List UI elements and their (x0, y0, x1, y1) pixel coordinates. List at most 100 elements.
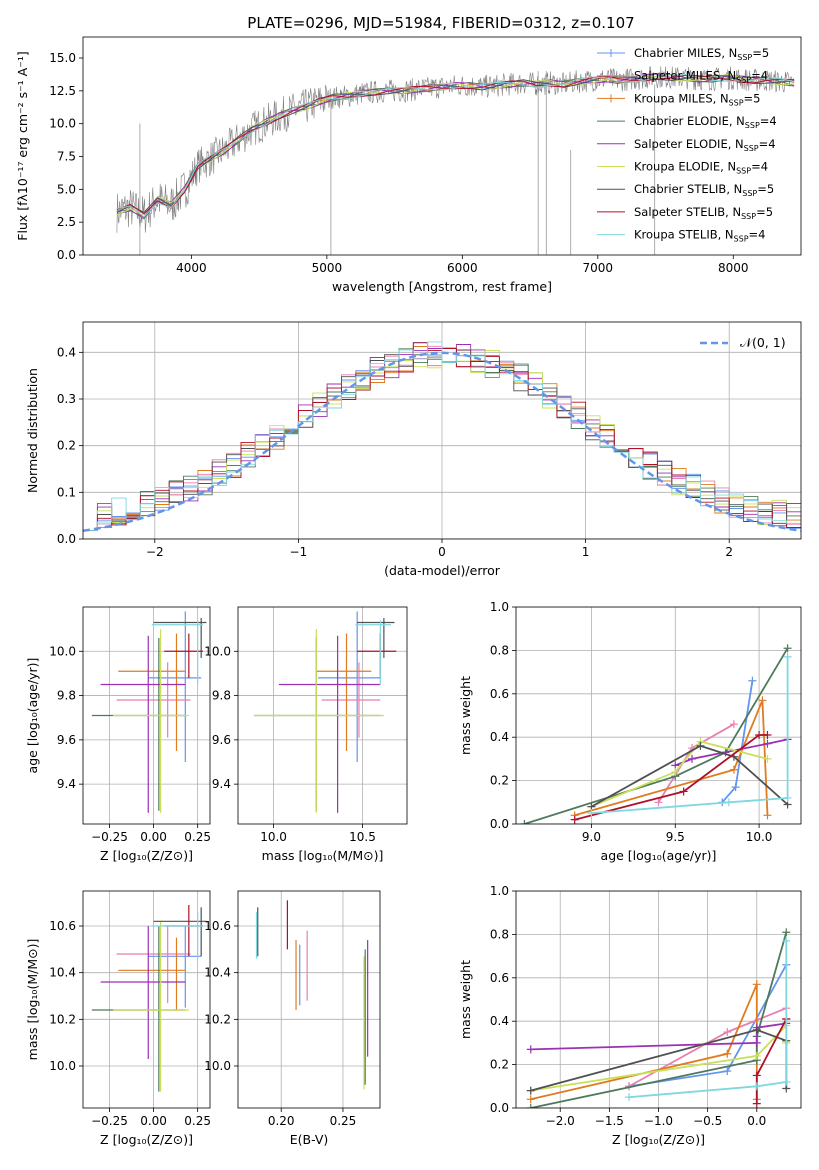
mass-weight-marker (587, 809, 596, 818)
y-tick-label: 10.2 (49, 1012, 76, 1026)
plot-area (83, 607, 210, 824)
model-spectrum-line (116, 74, 795, 218)
mass-weight-vs-age-panel: 9.0 9.5 10.0 0.0 0.2 0.4 0.6 0.8 1.0 age [log₁₀(a… (458, 600, 802, 863)
mass-weight-marker (752, 1099, 761, 1108)
y-tick-label: 2.5 (57, 215, 76, 229)
x-tick-label: 0.00 (140, 830, 167, 844)
x-tick-label: 0.25 (184, 1114, 211, 1128)
y-tick-label: 9.6 (212, 733, 231, 747)
y-tick-label: 0.2 (57, 439, 76, 453)
y-tick-label: 9.8 (57, 689, 76, 703)
mass-weight-marker (729, 765, 738, 774)
x-tick-label: −0.5 (693, 1114, 722, 1128)
y-tick-label: 10.0 (49, 117, 76, 131)
y-tick-label: 10.4 (204, 966, 231, 980)
y-axis-label: mass weight (458, 676, 473, 755)
y-tick-label: 15.0 (49, 51, 76, 65)
y-tick-label: 10.4 (49, 966, 76, 980)
mass-weight-marker (679, 787, 688, 796)
y-tick-label: 0.6 (490, 971, 509, 985)
age-vs-mass-panel: 10.0 10.5 9.4 9.6 9.8 10.0 mass [log₁₀(M/M⊙)] (204, 606, 408, 863)
y-tick-label: 7.5 (57, 150, 76, 164)
mass-weight-marker (688, 754, 697, 763)
y-axis-label: Flux [fλ10⁻¹⁷ erg cm⁻² s⁻¹ A⁻¹] (15, 51, 30, 240)
mass-weight-marker (782, 936, 791, 945)
mass-weight-marker (671, 767, 680, 776)
x-tick-label: 8000 (718, 261, 749, 275)
x-tick-label: −0.25 (91, 1114, 128, 1128)
residual-histogram-panel: −2 −1 0 1 2 0.0 0.1 0.2 0.3 0.4 (data-model)/error… (25, 321, 802, 578)
mass-weight-marker (752, 1025, 761, 1034)
y-tick-label: 0.6 (490, 687, 509, 701)
legend-entry: Salpeter ELODIE, NSSP=4 (634, 137, 776, 153)
x-axis-label: Z [log₁₀(Z/Z⊙)] (100, 1132, 193, 1147)
axes-frame (82, 36, 802, 256)
x-tick-label: 9.5 (666, 830, 685, 844)
mass-weight-line (524, 647, 789, 824)
y-tick-label: 10.2 (204, 1012, 231, 1026)
x-tick-label: 10.0 (260, 830, 287, 844)
legend-entry: Chabrier ELODIE, NSSP=4 (634, 114, 777, 130)
y-tick-label: 0.4 (490, 730, 509, 744)
legend-entry: 𝒩(0, 1) (740, 335, 786, 350)
model-spectrum-line (116, 73, 795, 218)
mass-weight-vs-metallicity-panel: −2.0 −1.5 −1.0 −0.5 0.0 0.0 0.2 0.4 0.6 0.8 1.0 Z [… (458, 884, 802, 1147)
plot-area (516, 891, 801, 1108)
y-axis-label: age [log₁₀(age/yr)] (25, 658, 40, 774)
mass-vs-ebv-panel: 0.20 0.25 10.0 10.2 10.4 10.6 E(B-V) (204, 890, 381, 1147)
y-tick-label: 0.4 (490, 1014, 509, 1028)
y-tick-label: 9.4 (212, 777, 231, 791)
mass-weight-marker (520, 820, 529, 824)
axes-frame (82, 890, 211, 1109)
mass-weight-marker (654, 798, 663, 807)
mass-weight-marker (748, 676, 757, 685)
mass-weight-marker (783, 644, 792, 653)
mass-weight-marker (763, 739, 772, 748)
plot-area (516, 607, 801, 824)
x-tick-label: −2.0 (546, 1114, 575, 1128)
model-spectrum-line (116, 74, 795, 215)
mass-weight-marker (526, 1045, 535, 1054)
y-tick-label: 0.1 (57, 485, 76, 499)
mass-weight-marker (570, 815, 579, 824)
x-axis-label: age [log₁₀(age/yr)] (601, 848, 717, 863)
axes-frame (515, 606, 802, 825)
legend-entry: Chabrier MILES, NSSP=5 (634, 46, 769, 62)
spectrum-title: PLATE=0296, MJD=51984, FIBERID=0312, z=0… (247, 14, 634, 32)
y-tick-label: 5.0 (57, 182, 76, 196)
y-tick-label: 0.8 (490, 643, 509, 657)
y-tick-label: 0.3 (57, 392, 76, 406)
x-tick-label: 0.00 (140, 1114, 167, 1128)
mass-weight-line (721, 680, 754, 803)
x-tick-label: −1.5 (595, 1114, 624, 1128)
x-tick-label: 0.25 (184, 830, 211, 844)
mass-weight-marker (723, 1067, 732, 1076)
x-axis-label: (data-model)/error (384, 563, 501, 578)
legend-entry: Salpeter STELIB, NSSP=5 (634, 205, 773, 221)
x-tick-label: −1.0 (644, 1114, 673, 1128)
x-tick-label: 1 (582, 545, 590, 559)
mass-weight-marker (752, 1082, 761, 1091)
y-tick-label: 0.0 (490, 1101, 509, 1115)
axes-frame (82, 321, 802, 540)
mass-weight-marker (526, 1095, 535, 1104)
spectrum-panel: 4000 5000 6000 7000 8000 0.0 2.5 5.0 7.5 10.0 12.5… (15, 36, 802, 294)
mass-weight-marker (755, 731, 764, 740)
x-tick-label: −0.25 (91, 830, 128, 844)
y-axis-label: mass weight (458, 960, 473, 1039)
x-tick-label: 5000 (312, 261, 343, 275)
mass-weight-marker (758, 696, 767, 705)
mass-weight-marker (763, 811, 772, 820)
mass-weight-line (530, 1022, 787, 1051)
mass-weight-marker (783, 793, 792, 802)
y-tick-label: 9.8 (212, 689, 231, 703)
plot-area (238, 891, 380, 1108)
y-tick-label: 0.2 (490, 774, 509, 788)
y-tick-label: 0.0 (57, 248, 76, 262)
mass-weight-marker (752, 1051, 761, 1060)
mass-weight-marker (752, 1071, 761, 1080)
y-tick-label: 12.5 (49, 84, 76, 98)
mass-vs-metallicity-panel: −0.25 0.00 0.25 10.0 10.2 10.4 10.6 Z [log₁₀(Z/… (25, 890, 211, 1147)
mass-weight-marker (526, 1086, 535, 1095)
mass-weight-marker (625, 1093, 634, 1102)
